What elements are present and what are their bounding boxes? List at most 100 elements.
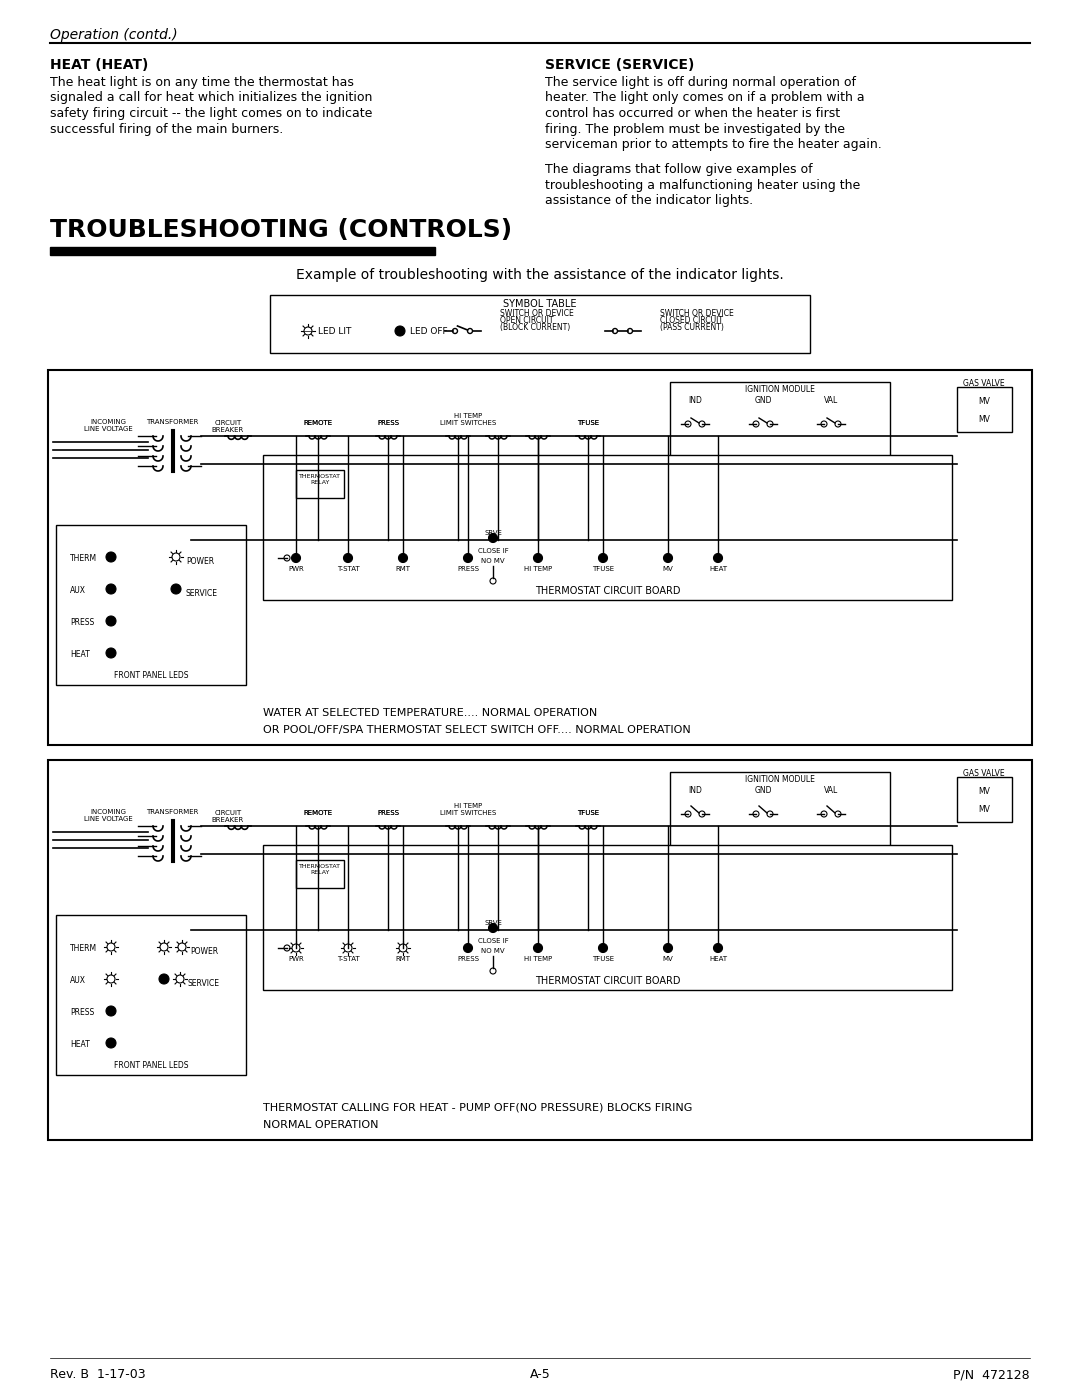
Text: PWR: PWR [288, 956, 303, 963]
Text: NORMAL OPERATION: NORMAL OPERATION [264, 1120, 378, 1130]
Text: PRESS: PRESS [377, 810, 399, 816]
Text: POWER: POWER [190, 947, 218, 956]
Text: serviceman prior to attempts to fire the heater again.: serviceman prior to attempts to fire the… [545, 138, 881, 151]
Text: IGNITION MODULE: IGNITION MODULE [745, 775, 815, 784]
Text: MV: MV [978, 787, 990, 796]
Text: SERVICE: SERVICE [186, 588, 218, 598]
Text: SRVE: SRVE [484, 921, 502, 926]
Circle shape [753, 812, 759, 817]
Text: AUX: AUX [70, 585, 86, 595]
Text: TFUSE: TFUSE [577, 810, 599, 816]
Text: REMOTE: REMOTE [303, 420, 333, 426]
Bar [264, 845, 951, 990]
Text: HI TEMP: HI TEMP [524, 956, 552, 963]
Text: NO MV: NO MV [482, 949, 504, 954]
Text: T-STAT: T-STAT [337, 566, 360, 571]
Text: PRESS: PRESS [377, 810, 399, 816]
Circle shape [106, 1038, 116, 1048]
Text: CLOSE IF: CLOSE IF [477, 937, 509, 944]
Text: THERM: THERM [70, 944, 97, 953]
Text: PRESS: PRESS [70, 1009, 94, 1017]
Text: THERMOSTAT
RELAY: THERMOSTAT RELAY [299, 474, 341, 485]
Text: SRVE: SRVE [484, 529, 502, 536]
Circle shape [453, 328, 458, 334]
Circle shape [835, 812, 841, 817]
Circle shape [534, 943, 542, 953]
Circle shape [159, 974, 168, 983]
Text: HI TEMP: HI TEMP [524, 566, 552, 571]
Text: HEAT: HEAT [708, 956, 727, 963]
Circle shape [612, 328, 618, 334]
Text: INCOMING
LINE VOLTAGE: INCOMING LINE VOLTAGE [83, 809, 133, 821]
Circle shape [699, 420, 705, 427]
Text: CIRCUIT
BREAKER: CIRCUIT BREAKER [212, 420, 244, 433]
Circle shape [345, 944, 352, 951]
Circle shape [821, 420, 827, 427]
Text: THERMOSTAT CIRCUIT BOARD: THERMOSTAT CIRCUIT BOARD [535, 977, 680, 986]
Circle shape [107, 975, 114, 983]
Text: SERVICE (SERVICE): SERVICE (SERVICE) [545, 59, 694, 73]
Text: PRESS: PRESS [377, 420, 399, 426]
Text: THERMOSTAT CALLING FOR HEAT - PUMP OFF(NO PRESSURE) BLOCKS FIRING: THERMOSTAT CALLING FOR HEAT - PUMP OFF(N… [264, 1104, 692, 1113]
Text: GND: GND [754, 395, 772, 405]
Text: MV: MV [663, 566, 673, 571]
Text: PWR: PWR [288, 566, 303, 571]
Text: HEAT: HEAT [70, 650, 90, 659]
Circle shape [399, 553, 407, 563]
Circle shape [753, 420, 759, 427]
Circle shape [598, 553, 607, 563]
Text: LED OFF: LED OFF [410, 327, 447, 337]
Circle shape [106, 584, 116, 594]
Text: HI TEMP
LIMIT SWITCHES: HI TEMP LIMIT SWITCHES [440, 803, 496, 816]
Bar [48, 370, 1032, 745]
Circle shape [490, 968, 496, 974]
Text: HEAT: HEAT [708, 566, 727, 571]
Circle shape [160, 943, 168, 951]
Text: HEAT: HEAT [70, 1039, 90, 1049]
Text: TRANSFORMER: TRANSFORMER [146, 419, 199, 425]
Text: T-STAT: T-STAT [337, 956, 360, 963]
Text: CIRCUIT
BREAKER: CIRCUIT BREAKER [212, 810, 244, 823]
Text: firing. The problem must be investigated by the: firing. The problem must be investigated… [545, 123, 845, 136]
Circle shape [767, 420, 773, 427]
Text: HI TEMP
LIMIT SWITCHES: HI TEMP LIMIT SWITCHES [440, 414, 496, 426]
Circle shape [468, 328, 473, 334]
Circle shape [490, 578, 496, 584]
Circle shape [767, 812, 773, 817]
Text: TFUSE: TFUSE [577, 420, 599, 426]
Circle shape [343, 553, 352, 563]
Circle shape [172, 553, 180, 562]
Text: P/N  472128: P/N 472128 [954, 1368, 1030, 1382]
Bar [957, 777, 1012, 821]
Circle shape [292, 944, 300, 951]
Bar [670, 773, 890, 847]
Text: signaled a call for heat which initializes the ignition: signaled a call for heat which initializ… [50, 91, 373, 105]
Text: CLOSED CIRCUIT: CLOSED CIRCUIT [660, 316, 723, 326]
Text: The service light is off during normal operation of: The service light is off during normal o… [545, 75, 856, 89]
Circle shape [598, 943, 607, 953]
Circle shape [292, 553, 300, 563]
Circle shape [534, 553, 542, 563]
Circle shape [685, 812, 691, 817]
Circle shape [176, 975, 184, 983]
Circle shape [699, 812, 705, 817]
Circle shape [395, 326, 405, 337]
Text: NO MV: NO MV [482, 557, 504, 564]
Text: Example of troubleshooting with the assistance of the indicator lights.: Example of troubleshooting with the assi… [296, 268, 784, 282]
Text: THERMOSTAT CIRCUIT BOARD: THERMOSTAT CIRCUIT BOARD [535, 585, 680, 597]
Text: REMOTE: REMOTE [303, 810, 333, 816]
Text: FRONT PANEL LEDS: FRONT PANEL LEDS [113, 671, 188, 680]
Text: TFUSE: TFUSE [592, 956, 615, 963]
Text: TFUSE: TFUSE [592, 566, 615, 571]
Text: TRANSFORMER: TRANSFORMER [146, 809, 199, 814]
Text: THERM: THERM [70, 555, 97, 563]
Text: IND: IND [688, 395, 702, 405]
Circle shape [284, 944, 291, 951]
Bar [264, 455, 951, 599]
Text: PRESS: PRESS [70, 617, 94, 627]
Circle shape [178, 943, 186, 951]
Text: LED LIT: LED LIT [318, 327, 351, 337]
Bar [957, 387, 1012, 432]
Bar [50, 247, 435, 256]
Circle shape [714, 553, 723, 563]
